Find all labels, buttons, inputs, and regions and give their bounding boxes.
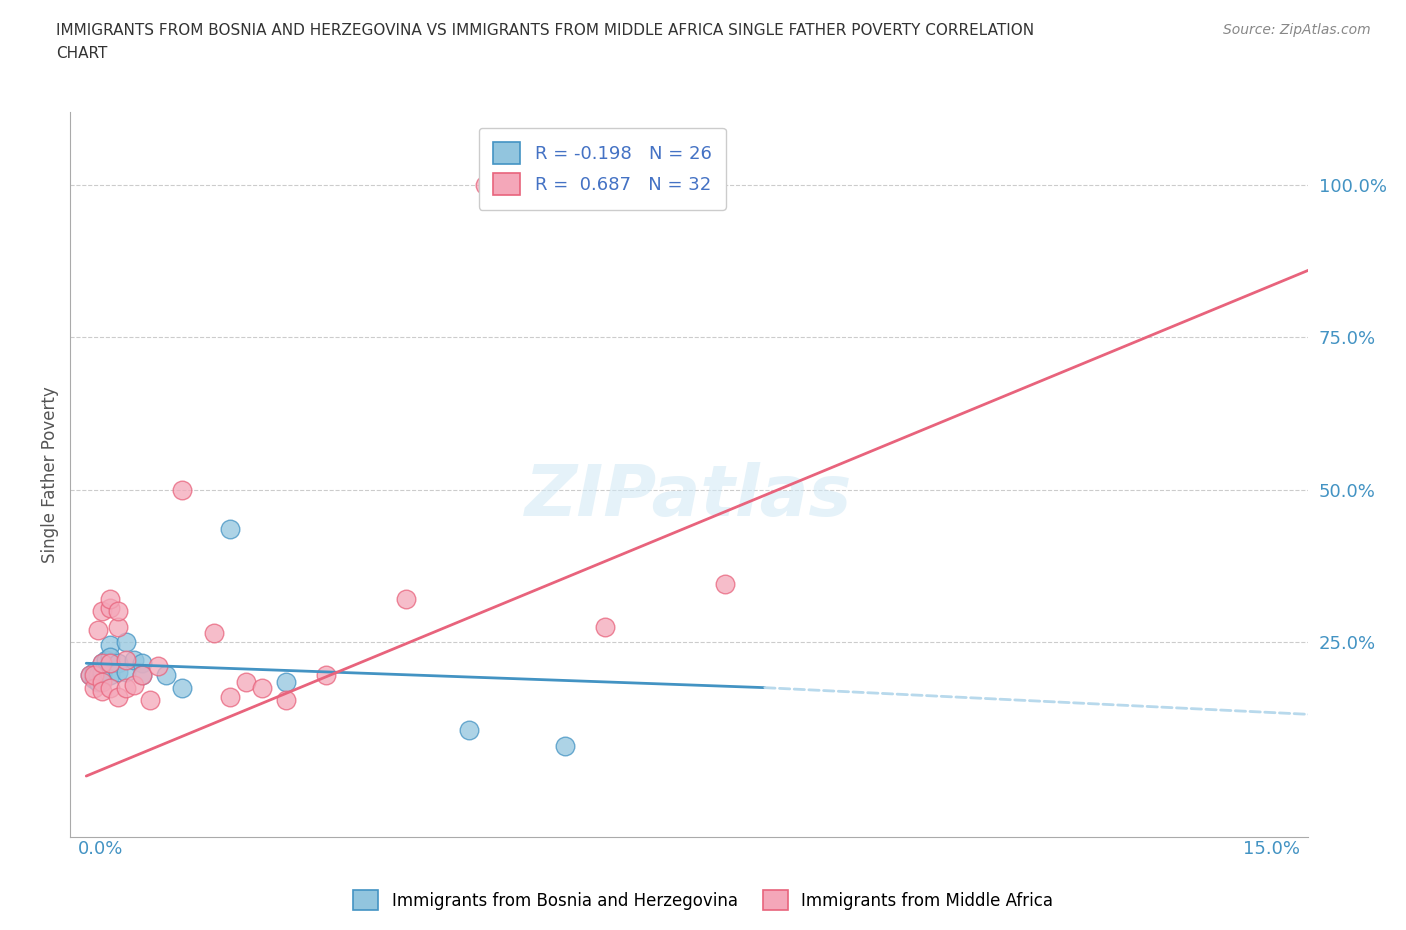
Point [98, 656, 121, 671]
Point [394, 591, 416, 606]
Text: Source: ZipAtlas.com: Source: ZipAtlas.com [1223, 23, 1371, 37]
Text: IMMIGRANTS FROM BOSNIA AND HERZEGOVINA VS IMMIGRANTS FROM MIDDLE AFRICA SINGLE F: IMMIGRANTS FROM BOSNIA AND HERZEGOVINA V… [56, 23, 1035, 38]
Point [91, 684, 114, 698]
Point [250, 680, 273, 695]
Point [98, 656, 121, 671]
Point [146, 658, 169, 673]
Point [139, 693, 162, 708]
Point [91, 674, 114, 689]
Point [83, 668, 105, 683]
Point [87, 674, 110, 689]
Point [235, 674, 257, 689]
Point [91, 656, 114, 671]
Point [98, 638, 121, 653]
Point [170, 680, 193, 695]
Point [115, 665, 138, 680]
Point [107, 665, 129, 680]
Text: 15.0%: 15.0% [1243, 840, 1299, 858]
Point [96, 653, 118, 668]
Point [554, 738, 576, 753]
Point [274, 693, 297, 708]
Point [131, 668, 153, 683]
Point [79, 668, 101, 683]
Point [274, 674, 297, 689]
Point [122, 653, 145, 668]
Point [115, 634, 138, 649]
Point [593, 619, 616, 634]
Point [98, 650, 121, 665]
Point [91, 656, 114, 671]
Point [107, 604, 129, 618]
Point [107, 656, 129, 671]
Point [98, 680, 121, 695]
Point [98, 591, 121, 606]
Point [219, 522, 242, 537]
Point [87, 668, 110, 683]
Legend: Immigrants from Bosnia and Herzegovina, Immigrants from Middle Africa: Immigrants from Bosnia and Herzegovina, … [346, 884, 1060, 917]
Point [115, 680, 138, 695]
Point [458, 723, 481, 737]
Point [83, 680, 105, 695]
Point [131, 668, 153, 683]
Text: 0.0%: 0.0% [79, 840, 124, 858]
Point [83, 671, 105, 686]
Point [107, 689, 129, 704]
Point [91, 668, 114, 683]
Point [107, 619, 129, 634]
Text: CHART: CHART [56, 46, 108, 61]
Point [122, 677, 145, 692]
Point [79, 668, 101, 683]
Point [83, 665, 105, 680]
Point [98, 601, 121, 616]
Point [219, 689, 242, 704]
Y-axis label: Single Father Poverty: Single Father Poverty [41, 386, 59, 563]
Point [315, 668, 337, 683]
Point [91, 604, 114, 618]
Point [131, 656, 153, 671]
Point [714, 577, 737, 591]
Point [98, 668, 121, 683]
Legend: R = -0.198   N = 26, R =  0.687   N = 32: R = -0.198 N = 26, R = 0.687 N = 32 [478, 128, 725, 210]
Point [115, 653, 138, 668]
Point [202, 625, 225, 640]
Point [91, 665, 114, 680]
Text: ZIPatlas: ZIPatlas [526, 461, 852, 530]
Point [87, 622, 110, 637]
Point [155, 668, 177, 683]
Point [170, 482, 193, 497]
Point [474, 178, 496, 193]
